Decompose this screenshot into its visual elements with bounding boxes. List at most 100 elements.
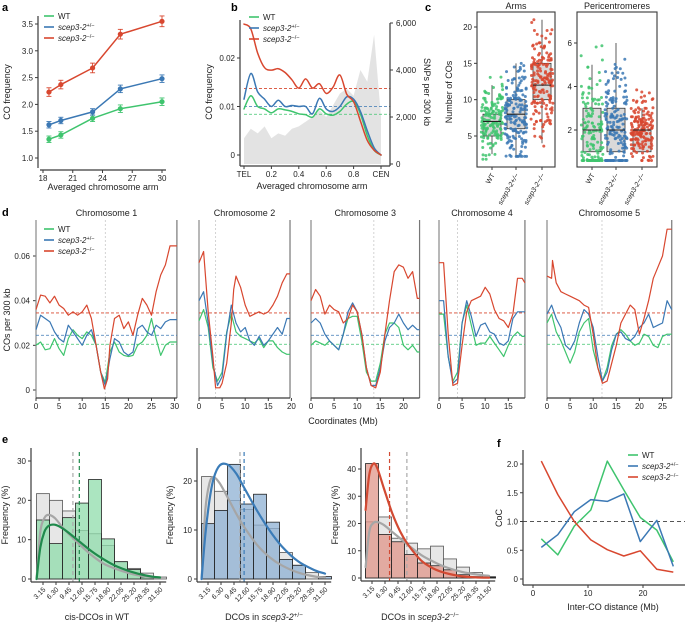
e-y-tick-label: 20 xyxy=(183,477,192,486)
c-data-point xyxy=(509,117,513,121)
c-data-point xyxy=(485,106,489,110)
c-data-point xyxy=(517,123,521,127)
c-data-point xyxy=(532,73,536,77)
e-y-tick-label: 40 xyxy=(347,465,356,474)
c-data-point xyxy=(514,93,518,97)
c-data-point xyxy=(535,42,539,46)
c-data-point xyxy=(641,156,645,160)
c-data-point xyxy=(614,155,618,159)
c-data-point xyxy=(486,142,490,146)
c-data-point xyxy=(533,47,537,51)
c-data-point xyxy=(537,63,541,67)
a-y-axis-title: CO frequency xyxy=(2,64,12,120)
c-data-point xyxy=(532,127,536,131)
c-data-point xyxy=(488,112,492,116)
c-data-point xyxy=(621,71,625,75)
c-data-point xyxy=(603,108,607,112)
b-x-axis-tick-label: 0.6 xyxy=(321,170,333,179)
c-data-point xyxy=(599,125,603,129)
f-legend xyxy=(628,454,638,478)
c-data-point xyxy=(585,96,589,100)
c-data-point xyxy=(508,146,512,150)
d-x-axis-tick-label: 25 xyxy=(658,402,667,411)
c-data-point xyxy=(616,108,620,112)
c-data-point xyxy=(533,99,537,103)
c-data-point xyxy=(495,123,499,127)
c-data-point xyxy=(542,144,546,148)
c-data-point xyxy=(530,102,534,106)
c-data-point xyxy=(646,110,650,114)
a-x-axis-tick-label: 24 xyxy=(98,174,107,183)
c-data-point xyxy=(634,119,638,123)
c-panel-title: Pericentromeres xyxy=(584,1,651,11)
e-y-tick-label: 0 xyxy=(22,575,27,584)
legend-label-0: WT xyxy=(58,225,71,234)
c-data-point xyxy=(642,109,646,113)
c-data-point xyxy=(580,137,584,141)
c-data-point xyxy=(589,114,593,118)
c-data-point xyxy=(581,100,585,104)
c-data-point xyxy=(644,118,648,122)
c-data-point xyxy=(525,108,529,112)
c-data-point xyxy=(646,158,650,162)
c-data-point xyxy=(519,98,523,102)
c-data-point xyxy=(580,150,584,154)
c-y-axis-title: Number of COs xyxy=(444,60,454,123)
c-data-point xyxy=(603,114,607,118)
c-y-tick-label: 10 xyxy=(463,96,472,105)
c-data-point xyxy=(516,154,520,158)
genotype-name: scep3-2 xyxy=(263,24,292,33)
c-data-point xyxy=(483,122,487,126)
d-series-line-2 xyxy=(198,250,290,389)
c-data-point xyxy=(594,45,598,49)
c-data-point xyxy=(504,101,508,105)
a-y-axis-tick-label: 2.5 xyxy=(22,74,34,83)
c-data-point xyxy=(641,117,645,121)
c-data-point xyxy=(505,133,509,137)
c-data-point xyxy=(548,79,552,83)
c-data-point xyxy=(532,112,536,116)
c-data-point xyxy=(615,125,619,129)
a-x-axis-title: Averaged chromosome arm xyxy=(48,182,159,192)
c-data-point xyxy=(484,91,488,95)
c-y-tick-label: 5 xyxy=(468,132,473,141)
c-data-point xyxy=(538,101,542,105)
c-data-point xyxy=(536,69,540,73)
c-data-point xyxy=(625,95,629,99)
c-data-point xyxy=(503,104,507,108)
b-right-axis-tick-label: 6,000 xyxy=(396,19,417,28)
d-x-axis-tick-label: 25 xyxy=(147,402,156,411)
c-data-point xyxy=(548,71,552,75)
c-data-point xyxy=(550,68,554,72)
c-data-point xyxy=(509,101,513,105)
c-data-point xyxy=(542,76,546,80)
c-data-point xyxy=(495,97,499,101)
e-y-tick-label: 30 xyxy=(347,492,356,501)
c-data-point xyxy=(515,87,519,91)
c-data-point xyxy=(532,71,536,75)
c-data-point xyxy=(518,103,522,107)
c-data-point xyxy=(512,147,516,151)
c-data-point xyxy=(644,106,648,110)
legend-label-0: WT xyxy=(58,12,71,21)
c-data-point xyxy=(518,81,522,85)
d-x-axis-tick-label: 10 xyxy=(589,402,598,411)
e-x-axis-title: DCOs in scep3-2+/− xyxy=(225,612,303,622)
c-data-point xyxy=(634,116,638,120)
c-data-point xyxy=(604,82,608,86)
c-data-point xyxy=(601,152,605,156)
e-observed-curve xyxy=(35,523,162,581)
c-data-point xyxy=(614,136,618,140)
c-data-point xyxy=(596,158,600,162)
c-data-point xyxy=(612,123,616,127)
c-data-point xyxy=(518,118,522,122)
c-data-point xyxy=(545,29,549,33)
genotype-name: scep3-2 xyxy=(58,34,87,43)
c-data-point xyxy=(544,36,548,40)
c-data-point xyxy=(544,107,548,111)
genotype-name: scep3-2 xyxy=(642,473,671,482)
c-data-point xyxy=(540,78,544,82)
c-panel-title: Arms xyxy=(506,1,527,11)
c-data-point xyxy=(542,123,546,127)
c-data-point xyxy=(522,130,526,134)
